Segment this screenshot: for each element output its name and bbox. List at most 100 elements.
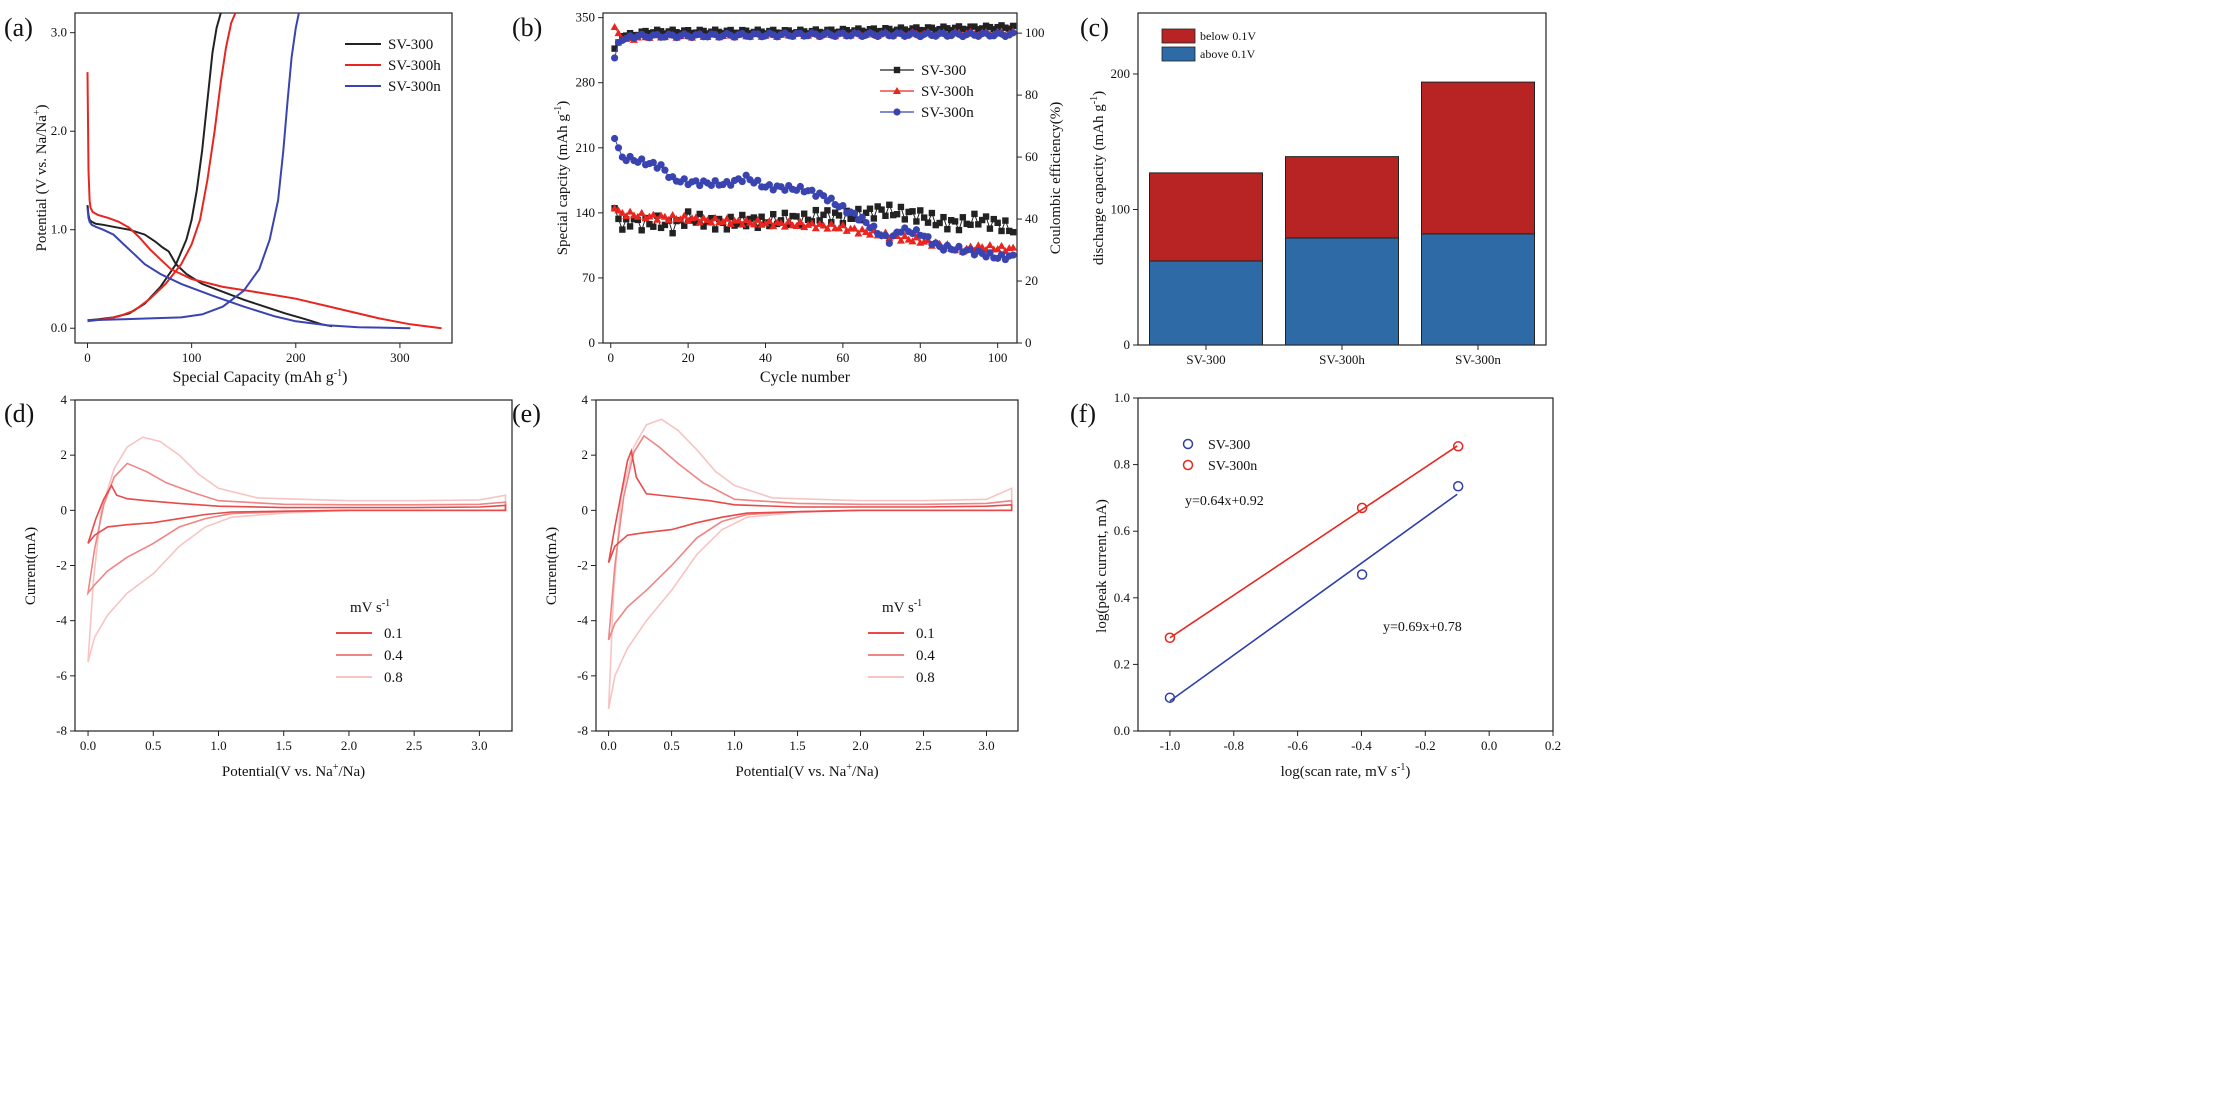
x-tick-label: 100 (182, 350, 202, 365)
capacity-point-sv-300n (796, 182, 804, 191)
legend-label: 0.8 (384, 670, 403, 686)
y2-tick-label: 40 (1025, 211, 1038, 226)
plot-frame (74, 12, 453, 344)
capacity-point-sv-300 (940, 213, 947, 221)
capacity-point-sv-300h (664, 215, 673, 223)
capacity-point-sv-300n (912, 226, 921, 234)
legend-label: SV-300n (1208, 459, 1257, 474)
y-tick-label: -8 (577, 723, 588, 738)
y-axis-title: Special capcity (mAh g-1) (553, 101, 571, 256)
capacity-point-sv-300n (649, 158, 657, 167)
capacity-point-sv-300 (630, 215, 638, 223)
capacity-point-sv-300 (739, 211, 746, 219)
capacity-point-sv-300 (692, 219, 700, 226)
capacity-point-sv-300 (878, 206, 885, 213)
capacity-point-sv-300 (920, 214, 928, 221)
capacity-point-sv-300h (653, 215, 662, 223)
capacity-point-sv-300 (862, 209, 870, 216)
capacity-point-sv-300h (645, 212, 654, 220)
capacity-point-sv-300 (781, 209, 789, 217)
efficiency-point-sv-300 (773, 29, 781, 36)
capacity-point-sv-300 (901, 216, 908, 223)
bar-below-0-1v (1421, 81, 1535, 235)
capacity-point-sv-300n (808, 186, 816, 194)
cv-curve-0-4 (607, 434, 1013, 641)
efficiency-point-sv-300 (913, 24, 920, 31)
efficiency-point-sv-300 (688, 29, 696, 37)
efficiency-point-sv-300 (959, 25, 967, 33)
capacity-point-sv-300 (982, 213, 990, 220)
y2-tick-label: 0 (1025, 335, 1032, 350)
efficiency-point-sv-300 (889, 28, 897, 35)
data-point-sv-300 (1164, 692, 1176, 703)
y-tick-label: -6 (577, 668, 588, 683)
x-tick-label: 0.0 (80, 738, 96, 753)
legend-label: 0.4 (916, 648, 935, 664)
capacity-point-sv-300 (874, 203, 881, 210)
efficiency-point-sv-300 (1006, 25, 1013, 32)
y-tick-label: 2 (61, 447, 68, 462)
x-axis-title: Potential(V vs. Na+/Na) (735, 762, 878, 780)
capacity-point-sv-300 (855, 205, 862, 213)
efficiency-point-sv-300 (684, 27, 692, 34)
x-tick-label: -1.0 (1160, 738, 1181, 753)
y-axis-title: Potential (V vs. Na/Na+) (32, 104, 50, 251)
capacity-point-sv-300n (614, 144, 623, 152)
capacity-point-sv-300 (758, 213, 765, 220)
capacity-point-sv-300 (928, 209, 936, 217)
efficiency-point-sv-300 (924, 24, 932, 31)
capacity-point-sv-300 (754, 224, 761, 232)
capacity-point-sv-300n (657, 161, 665, 169)
capacity-point-sv-300n (924, 233, 932, 241)
capacity-point-sv-300 (831, 209, 839, 216)
y2-tick-label: 20 (1025, 273, 1038, 288)
y2-axis-title: Coulombic efficiency(%) (1048, 102, 1064, 255)
capacity-point-sv-300 (820, 211, 827, 219)
capacity-point-sv-300h (823, 224, 832, 232)
legend-label: SV-300n (921, 105, 974, 121)
y-tick-label: -2 (577, 558, 588, 573)
capacity-point-sv-300 (948, 217, 955, 224)
capacity-point-sv-300 (793, 213, 800, 220)
y-tick-label: 0.2 (1114, 656, 1130, 671)
x-tick-label: -0.8 (1223, 738, 1244, 753)
capacity-point-sv-300h (908, 237, 917, 245)
bar-above-0-1v (1149, 260, 1263, 346)
y-tick-label: 2.0 (51, 123, 67, 138)
fit-line-sv-300 (1169, 493, 1458, 702)
y-tick-label: -6 (56, 668, 67, 683)
capacity-point-sv-300n (955, 242, 963, 251)
capacity-point-sv-300 (847, 215, 854, 222)
capacity-point-sv-300n (827, 194, 835, 202)
efficiency-point-sv-300 (800, 28, 808, 35)
efficiency-point-sv-300 (700, 27, 707, 35)
legend-label: SV-300 (388, 37, 433, 53)
x-tick-label: -0.2 (1415, 738, 1436, 753)
capacity-point-sv-300 (623, 216, 630, 223)
y-tick-label: -4 (56, 613, 67, 628)
efficiency-point-sv-300 (948, 26, 955, 34)
efficiency-point-sv-300 (1002, 24, 1009, 31)
fit-equation-sv300n: y=0.64x+0.92 (1185, 494, 1264, 509)
plot-frame (74, 399, 513, 732)
y-tick-label: 0.6 (1114, 523, 1131, 538)
capacity-point-sv-300h (819, 221, 828, 229)
capacity-point-sv-300n (611, 134, 619, 143)
cv-curve-0-8 (87, 436, 507, 663)
x-tick-label: 20 (682, 350, 695, 365)
capacity-point-sv-300 (619, 226, 626, 233)
data-point-sv-300n (1452, 441, 1464, 452)
efficiency-point-sv-300 (967, 23, 974, 30)
panel-label: (e) (512, 399, 541, 428)
capacity-point-sv-300 (951, 218, 959, 225)
capacity-point-sv-300 (917, 207, 924, 214)
efficiency-point-sv-300 (940, 23, 947, 30)
capacity-point-sv-300h (718, 217, 727, 225)
legend-label: above 0.1V (1200, 47, 1256, 61)
y-axis-title: log(peak current, mA) (1094, 499, 1110, 633)
x-tick-label: 2.5 (406, 738, 422, 753)
efficiency-point-sv-300 (731, 29, 738, 37)
capacity-point-sv-300 (963, 220, 970, 228)
capacity-point-sv-300h (738, 220, 747, 228)
capacity-point-sv-300 (797, 222, 804, 229)
